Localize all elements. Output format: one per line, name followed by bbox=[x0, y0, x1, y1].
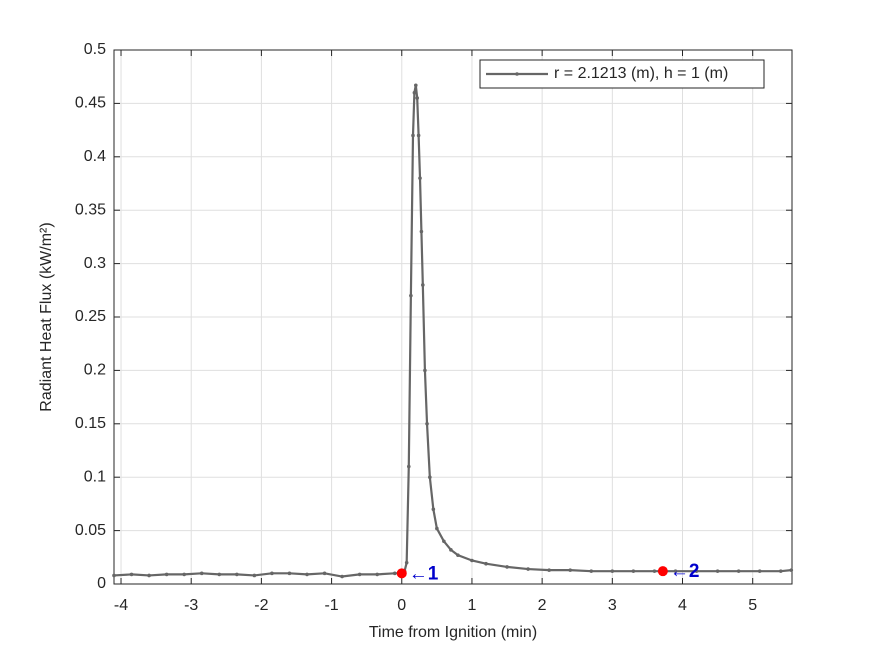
data-point bbox=[164, 572, 169, 577]
x-tick-label: -3 bbox=[184, 597, 198, 614]
data-point bbox=[404, 560, 409, 565]
data-point bbox=[305, 572, 309, 577]
data-point bbox=[129, 572, 134, 577]
data-point bbox=[412, 90, 417, 95]
x-tick-label: 1 bbox=[467, 597, 476, 614]
data-point bbox=[421, 283, 425, 287]
data-point bbox=[694, 569, 699, 573]
y-tick-label: 0.4 bbox=[84, 148, 106, 165]
data-point bbox=[568, 568, 573, 572]
y-tick-label: 0.1 bbox=[84, 468, 106, 485]
event-marker bbox=[657, 566, 668, 577]
x-tick-label: -1 bbox=[324, 597, 338, 614]
x-tick-label: -4 bbox=[114, 597, 128, 614]
data-point bbox=[235, 572, 239, 577]
data-point bbox=[375, 572, 379, 577]
data-point bbox=[182, 572, 186, 577]
data-point bbox=[418, 176, 422, 180]
data-point bbox=[423, 368, 427, 373]
data-point bbox=[392, 571, 397, 576]
data-point bbox=[414, 83, 418, 88]
data-point bbox=[147, 573, 151, 578]
data-point bbox=[287, 571, 292, 576]
x-tick-label: 4 bbox=[678, 597, 687, 614]
data-point bbox=[416, 133, 421, 138]
data-point bbox=[270, 571, 274, 576]
y-tick-label: 0.25 bbox=[75, 308, 106, 325]
axes-box bbox=[113, 49, 793, 585]
y-tick-label: 0 bbox=[97, 575, 106, 592]
data-point bbox=[470, 558, 474, 563]
x-tick-label: 2 bbox=[538, 597, 547, 614]
y-tick-label: 0.45 bbox=[75, 95, 106, 112]
data-point bbox=[610, 569, 615, 573]
data-point bbox=[589, 569, 594, 573]
data-point bbox=[547, 568, 551, 572]
event-marker bbox=[396, 568, 407, 579]
data-point bbox=[415, 96, 420, 100]
x-tick-label: -2 bbox=[254, 597, 268, 614]
y-tick-label: 0.2 bbox=[84, 362, 106, 379]
data-point bbox=[778, 569, 783, 573]
data-point bbox=[217, 572, 222, 577]
data-point bbox=[340, 574, 344, 579]
data-point bbox=[673, 569, 678, 573]
data-point bbox=[449, 548, 453, 552]
event-label: ←2 bbox=[670, 561, 700, 582]
data-point bbox=[357, 572, 362, 577]
data-point bbox=[425, 422, 429, 426]
data-point bbox=[428, 475, 432, 480]
data-point bbox=[411, 133, 415, 138]
data-point bbox=[442, 539, 446, 544]
x-tick-label: 3 bbox=[608, 597, 617, 614]
data-point bbox=[199, 571, 204, 576]
data-point bbox=[484, 561, 488, 566]
data-point bbox=[431, 507, 436, 512]
x-tick-label: 0 bbox=[397, 597, 406, 614]
data-point bbox=[505, 565, 509, 569]
data-point bbox=[631, 569, 636, 573]
data-point bbox=[112, 573, 116, 578]
data-point bbox=[652, 569, 657, 573]
y-tick-label: 0.5 bbox=[84, 41, 106, 58]
data-point bbox=[757, 569, 762, 573]
legend-swatch-point bbox=[515, 72, 519, 76]
y-tick-label: 0.05 bbox=[75, 522, 106, 539]
data-point bbox=[419, 229, 424, 234]
data-point bbox=[456, 553, 460, 557]
data-point bbox=[435, 526, 439, 531]
data-point bbox=[409, 293, 413, 298]
y-tick-label: 0.15 bbox=[75, 415, 106, 432]
y-tick-label: 0.35 bbox=[75, 201, 106, 218]
data-point bbox=[715, 569, 720, 573]
y-tick-label: 0.3 bbox=[84, 255, 106, 272]
x-tick-label: 5 bbox=[748, 597, 757, 614]
y-axis-label: Radiant Heat Flux (kW/m²) bbox=[38, 222, 55, 411]
event-label: ←1 bbox=[409, 563, 439, 584]
data-point bbox=[406, 464, 411, 469]
data-point bbox=[322, 571, 327, 576]
data-point bbox=[252, 573, 257, 578]
data-point bbox=[789, 568, 794, 572]
data-point bbox=[526, 567, 530, 571]
legend-label: r = 2.1213 (m), h = 1 (m) bbox=[554, 65, 728, 82]
x-axis-label: Time from Ignition (min) bbox=[369, 624, 537, 641]
data-point bbox=[736, 569, 741, 573]
